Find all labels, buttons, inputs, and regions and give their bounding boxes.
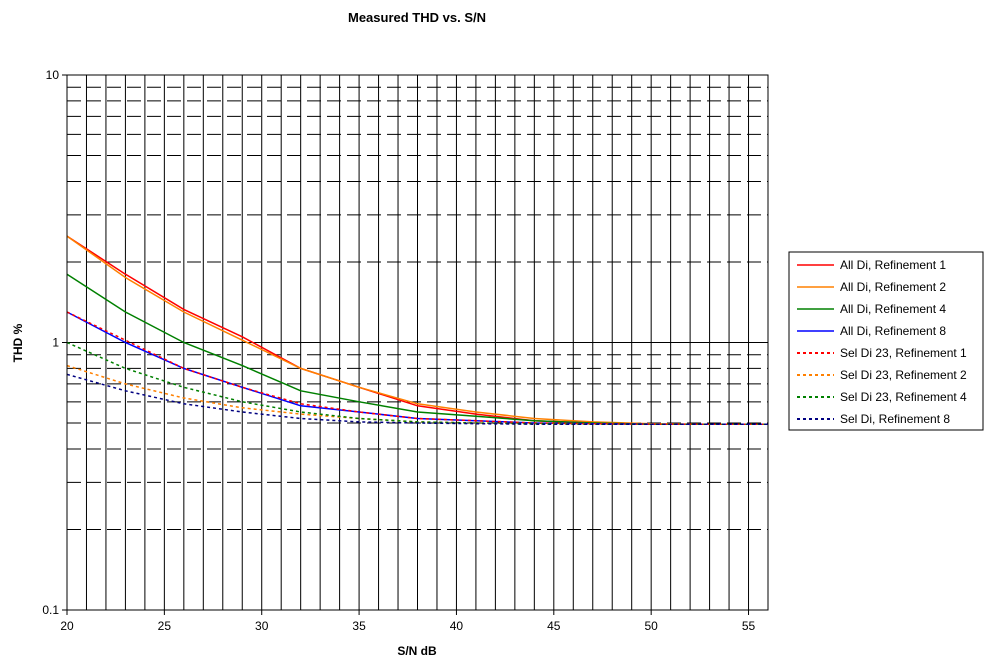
x-tick-label: 55 bbox=[742, 619, 756, 633]
y-axis-ticks: 0.1 1 10 bbox=[42, 68, 67, 617]
y-axis-label: THD % bbox=[11, 323, 25, 362]
series-lines bbox=[66, 235, 768, 425]
legend: All Di, Refinement 1 All Di, Refinement 2… bbox=[788, 251, 984, 431]
legend-label: Sel Di, Refinement 8 bbox=[840, 412, 950, 426]
x-axis-ticks: 20 25 30 35 40 45 50 55 bbox=[60, 610, 756, 633]
x-tick-label: 30 bbox=[255, 619, 269, 633]
x-tick-label: 35 bbox=[352, 619, 366, 633]
legend-label: All Di, Refinement 8 bbox=[840, 324, 946, 338]
x-axis-label: S/N dB bbox=[397, 644, 437, 658]
y-tick-label: 0.1 bbox=[42, 603, 59, 617]
x-tick-label: 20 bbox=[60, 619, 74, 633]
legend-label: All Di, Refinement 2 bbox=[840, 280, 946, 294]
x-tick-label: 25 bbox=[158, 619, 172, 633]
grid bbox=[67, 74, 768, 611]
x-tick-label: 45 bbox=[547, 619, 561, 633]
x-tick-label: 40 bbox=[450, 619, 464, 633]
legend-label: Sel Di 23, Refinement 2 bbox=[840, 368, 967, 382]
x-tick-label: 50 bbox=[644, 619, 658, 633]
legend-label: All Di, Refinement 1 bbox=[840, 258, 946, 272]
legend-label: Sel Di 23, Refinement 1 bbox=[840, 346, 967, 360]
legend-box bbox=[788, 251, 984, 431]
y-tick-label: 10 bbox=[46, 68, 60, 82]
chart-title: Measured THD vs. S/N bbox=[348, 10, 486, 25]
legend-label: All Di, Refinement 4 bbox=[840, 302, 946, 316]
series-line-8 bbox=[66, 373, 768, 425]
y-tick-label: 1 bbox=[52, 336, 59, 350]
legend-label: Sel Di 23, Refinement 4 bbox=[840, 390, 967, 404]
